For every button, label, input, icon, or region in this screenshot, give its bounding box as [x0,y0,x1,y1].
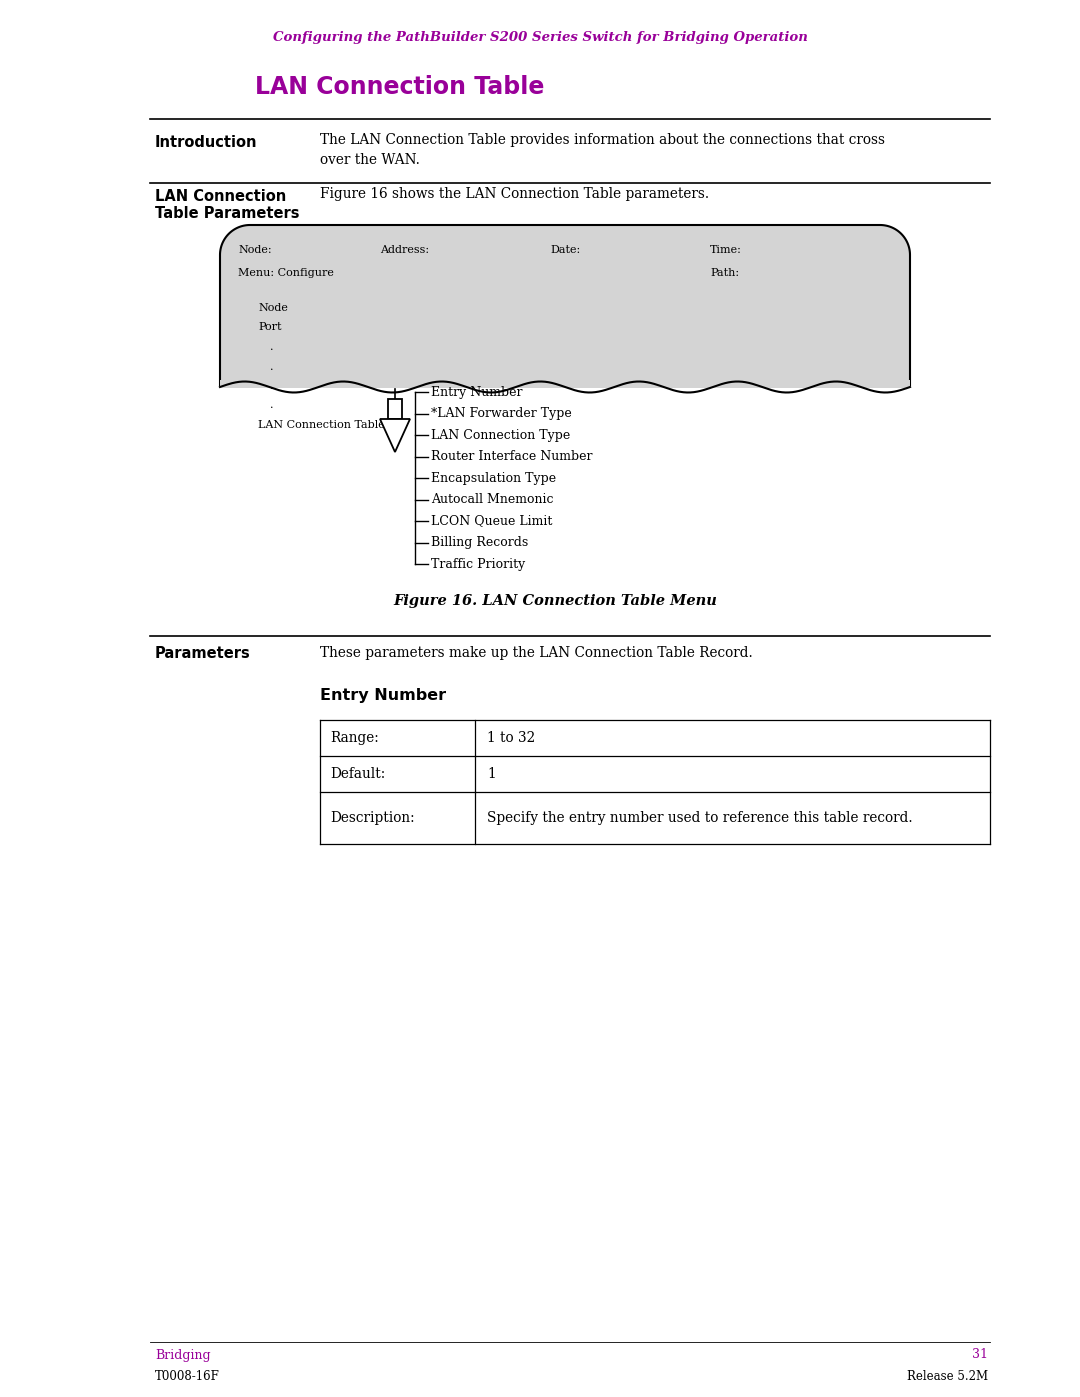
Text: Specify the entry number used to reference this table record.: Specify the entry number used to referen… [487,810,913,824]
Text: These parameters make up the LAN Connection Table Record.: These parameters make up the LAN Connect… [320,645,753,659]
Text: Description:: Description: [330,810,415,824]
Text: T0008-16F: T0008-16F [156,1370,220,1383]
Text: Release 5.2M: Release 5.2M [907,1370,988,1383]
Text: .: . [270,381,273,391]
Text: Entry Number: Entry Number [431,386,523,398]
Text: LAN Connection
Table Parameters: LAN Connection Table Parameters [156,189,299,221]
Text: LCON Queue Limit: LCON Queue Limit [431,514,552,528]
Text: 1 to 32: 1 to 32 [487,731,536,745]
Text: .: . [270,362,273,372]
Text: Parameters: Parameters [156,645,251,661]
Text: 31: 31 [972,1348,988,1362]
Text: .: . [270,401,273,411]
Polygon shape [388,400,402,419]
Text: Address:: Address: [380,244,429,256]
Polygon shape [220,380,910,388]
Text: Entry Number: Entry Number [320,687,446,703]
Text: The LAN Connection Table provides information about the connections that cross
o: The LAN Connection Table provides inform… [320,133,885,166]
Text: 1: 1 [487,767,496,781]
Text: Path:: Path: [710,268,739,278]
Text: Figure 16. LAN Connection Table Menu: Figure 16. LAN Connection Table Menu [393,594,717,608]
Text: Default:: Default: [330,767,386,781]
Text: Bridging: Bridging [156,1348,211,1362]
Text: LAN Connection Table: LAN Connection Table [258,420,384,430]
Polygon shape [220,225,910,387]
Text: LAN Connection Table: LAN Connection Table [255,75,544,99]
Text: Introduction: Introduction [156,136,257,149]
Text: Encapsulation Type: Encapsulation Type [431,472,556,485]
Text: *LAN Forwarder Type: *LAN Forwarder Type [431,407,571,420]
Polygon shape [380,419,410,453]
Text: .: . [270,342,273,352]
Text: Node:: Node: [238,244,272,256]
Text: Autocall Mnemonic: Autocall Mnemonic [431,493,554,506]
Text: Date:: Date: [550,244,580,256]
Text: Figure 16 shows the LAN Connection Table parameters.: Figure 16 shows the LAN Connection Table… [320,187,710,201]
Text: Router Interface Number: Router Interface Number [431,450,593,462]
Text: Node: Node [258,303,288,313]
Text: Time:: Time: [710,244,742,256]
Text: Traffic Priority: Traffic Priority [431,557,525,570]
Text: Configuring the PathBuilder S200 Series Switch for Bridging Operation: Configuring the PathBuilder S200 Series … [272,31,808,43]
Text: Port: Port [258,323,282,332]
Polygon shape [219,386,912,400]
Text: Billing Records: Billing Records [431,536,528,549]
Text: LAN Connection Type: LAN Connection Type [431,429,570,441]
Text: Range:: Range: [330,731,379,745]
Text: Menu: Configure: Menu: Configure [238,268,334,278]
